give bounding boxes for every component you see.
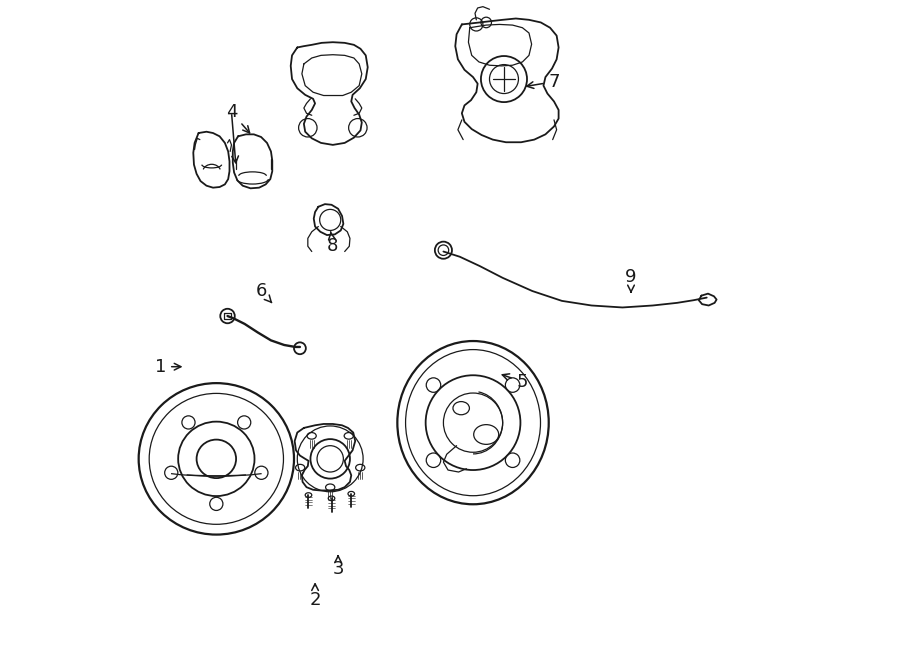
Text: 8: 8: [327, 232, 338, 255]
Text: 1: 1: [155, 358, 181, 375]
Text: 9: 9: [626, 268, 637, 292]
Text: 4: 4: [226, 103, 249, 133]
Text: 2: 2: [310, 584, 320, 609]
Text: 3: 3: [332, 556, 344, 578]
Text: 5: 5: [502, 373, 528, 391]
Text: 6: 6: [256, 282, 272, 303]
Text: 7: 7: [526, 73, 560, 91]
